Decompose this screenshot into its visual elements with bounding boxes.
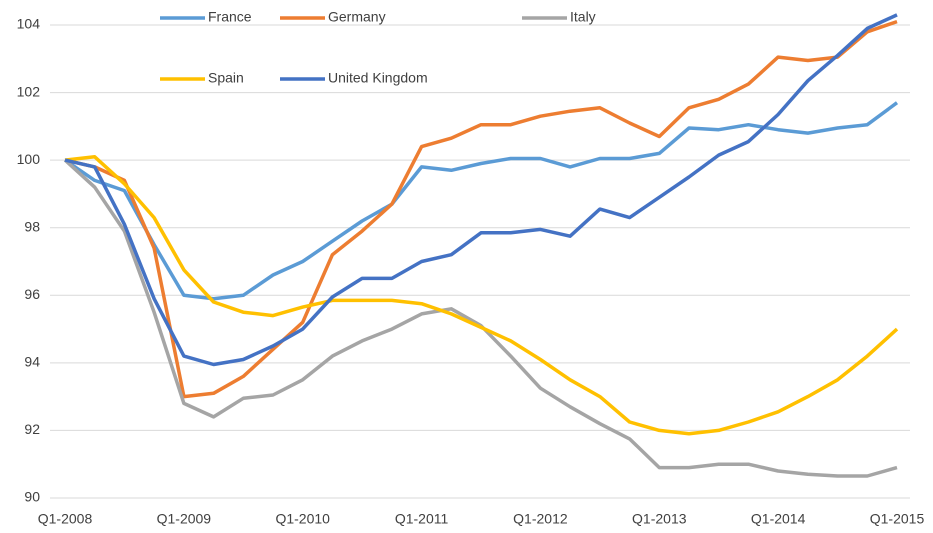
x-tick-label: Q1-2014: [751, 511, 806, 527]
y-tick-label: 98: [24, 218, 40, 234]
y-tick-label: 102: [17, 83, 41, 99]
series-line: [64, 13, 898, 367]
y-tick-label: 92: [24, 421, 40, 437]
x-tick-label: Q1-2009: [157, 511, 212, 527]
legend-label: Germany: [328, 9, 386, 25]
x-tick-label: Q1-2015: [870, 511, 925, 527]
series-line: [64, 101, 899, 301]
x-tick-label: Q1-2011: [395, 511, 449, 527]
legend-label: Spain: [208, 70, 244, 86]
legend-label: Italy: [570, 9, 596, 25]
y-tick-label: 90: [24, 489, 40, 505]
y-tick-label: 94: [24, 354, 40, 370]
x-tick-label: Q1-2010: [275, 511, 330, 527]
x-tick-label: Q1-2013: [632, 511, 687, 527]
series-line: [64, 19, 898, 399]
legend-label: France: [208, 9, 252, 25]
series-line: [63, 158, 898, 478]
y-tick-label: 100: [17, 151, 41, 167]
y-tick-label: 96: [24, 286, 40, 302]
x-tick-label: Q1-2008: [38, 511, 93, 527]
x-tick-label: Q1-2012: [513, 511, 568, 527]
y-tick-label: 104: [17, 16, 41, 32]
legend-label: United Kingdom: [328, 70, 428, 86]
series-line: [64, 155, 899, 436]
